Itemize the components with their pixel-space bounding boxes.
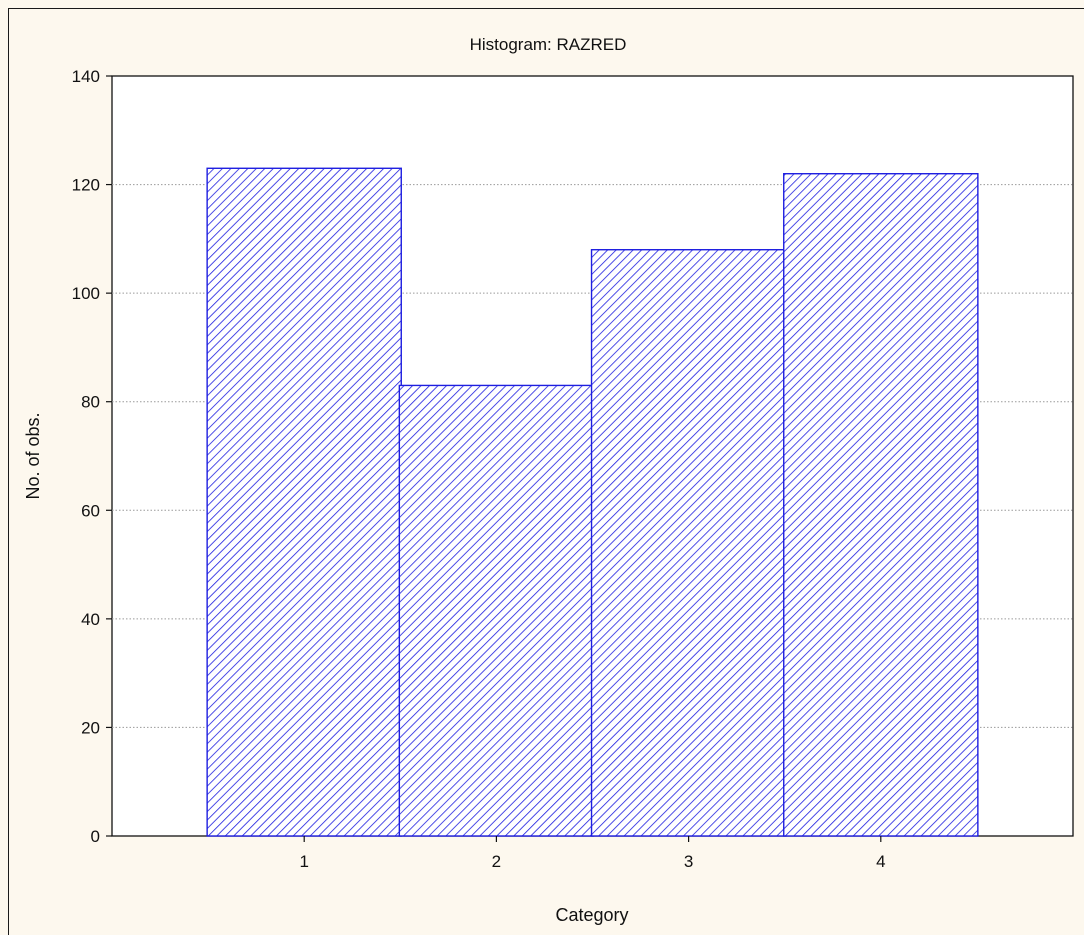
x-axis: 1 2 3 4: [299, 836, 886, 871]
y-axis-title: No. of obs.: [23, 412, 43, 499]
x-tick-label-4: 4: [876, 852, 885, 871]
chart-title: Histogram: RAZRED: [470, 35, 627, 54]
y-tick-label-0: 0: [91, 827, 100, 846]
bar-4: [783, 173, 979, 837]
y-tick-label-20: 20: [81, 718, 100, 737]
x-tick-label-2: 2: [492, 852, 501, 871]
bar-3: [590, 249, 787, 837]
bar-2: [398, 384, 595, 837]
x-tick-label-1: 1: [299, 852, 308, 871]
y-tick-label-140: 140: [72, 67, 100, 86]
bar-1: [206, 167, 402, 837]
bars: [206, 167, 979, 837]
x-axis-title: Category: [555, 905, 628, 925]
y-axis: 0 20 40 60 80 100 120 140: [72, 67, 112, 846]
y-tick-label-60: 60: [81, 501, 100, 520]
y-tick-label-40: 40: [81, 610, 100, 629]
y-tick-label-80: 80: [81, 393, 100, 412]
x-tick-label-3: 3: [684, 852, 693, 871]
y-tick-label-100: 100: [72, 284, 100, 303]
y-tick-label-120: 120: [72, 176, 100, 195]
